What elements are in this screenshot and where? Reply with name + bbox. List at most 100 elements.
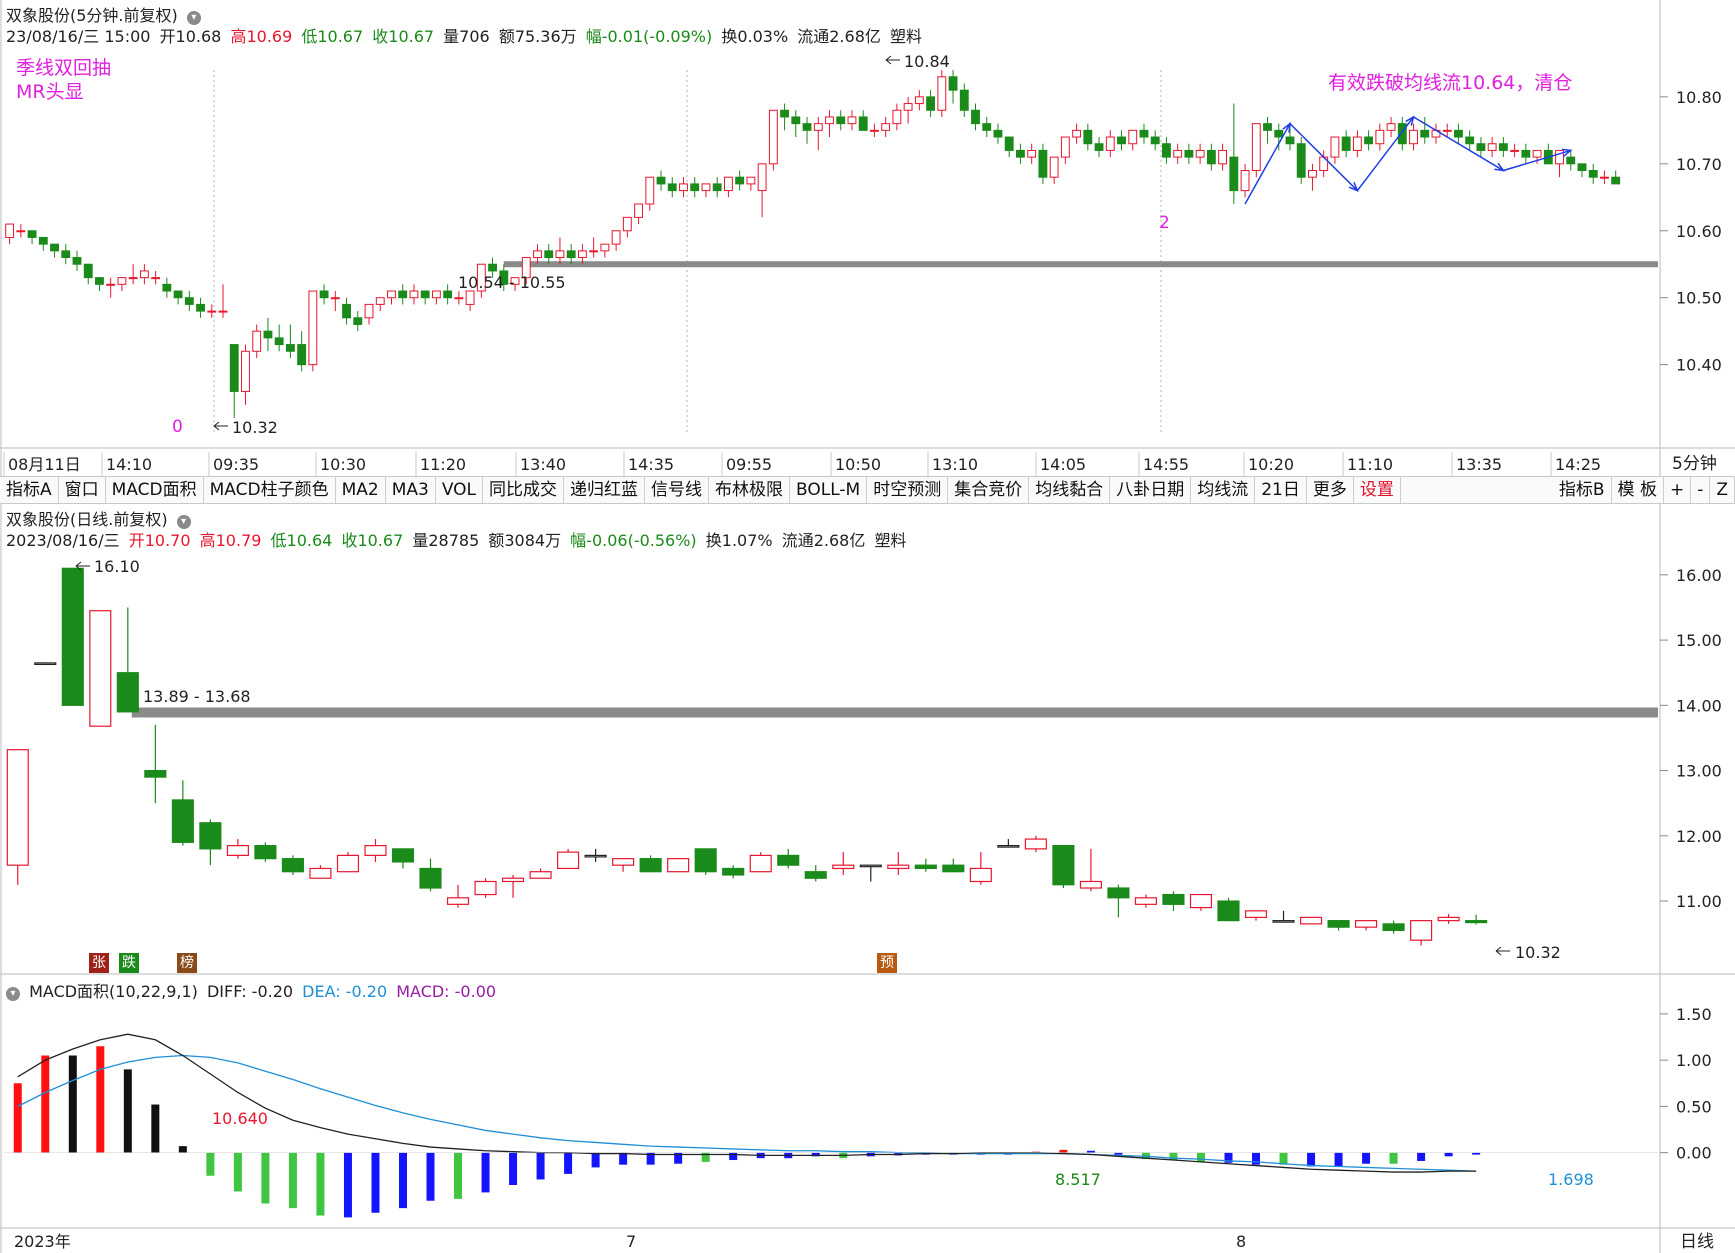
toolbar-button-11[interactable]: BOLL-M (790, 477, 868, 503)
intraday-title-row: 双象股份(5分钟.前复权) ▾ (6, 2, 205, 26)
chevron-down-icon[interactable]: ▾ (6, 987, 20, 1001)
indicator-b-button[interactable]: 指标B (1553, 477, 1612, 503)
macd-bar (371, 1152, 380, 1213)
candle-body (1274, 129, 1284, 138)
toolbar-button-2[interactable]: MACD面积 (106, 477, 204, 503)
candle-body (948, 76, 958, 91)
info-turnover: 换0.03% (721, 27, 789, 46)
z-button[interactable]: Z (1710, 477, 1735, 503)
daily-candle-body (969, 867, 992, 883)
indicator-toolbar: 指标A 窗口 MACD面积 MACD柱子颜色 MA2 MA3 VOL 同比成交 … (0, 476, 1735, 504)
daily-period: 日线 (1680, 1232, 1714, 1252)
candle-body (375, 297, 385, 305)
time-label: 10:20 (1248, 455, 1294, 474)
toolbar-button-12[interactable]: 时空预测 (867, 477, 949, 503)
toolbar-button-6[interactable]: VOL (436, 477, 484, 503)
info-close: 收10.67 (372, 27, 435, 46)
macd-bar (1252, 1152, 1261, 1165)
daily-info-amount: 额3084万 (488, 531, 562, 550)
tag-bang[interactable]: 榜 (177, 953, 197, 973)
daily-candle-body (474, 880, 497, 896)
candle-body (95, 277, 104, 285)
macd-y-tick: 1.50 (1676, 1005, 1712, 1024)
candle-body (353, 317, 363, 325)
template-button[interactable]: 模 板 (1612, 477, 1664, 503)
candle-body (533, 250, 542, 259)
toolbar-button-0[interactable]: 指标A (0, 477, 59, 503)
candle-body (1420, 129, 1430, 138)
candle-body (971, 109, 980, 125)
toolbar-button-13[interactable]: 集合竞价 (948, 477, 1030, 503)
macd-bar (536, 1152, 545, 1180)
settings-button[interactable]: 设置 (1354, 477, 1401, 503)
macd-bar (674, 1152, 683, 1164)
daily-candle-body (364, 845, 387, 856)
zigzag-arrowhead (1405, 115, 1415, 126)
candle-body (611, 230, 621, 245)
candle-body (285, 344, 295, 352)
daily-candle-body (254, 845, 277, 860)
candle-body (1577, 163, 1587, 172)
candle-body (1229, 156, 1239, 192)
time-label: 11:10 (1347, 455, 1393, 474)
daily-y-tick: 14.00 (1676, 696, 1722, 715)
toolbar-button-16[interactable]: 均线流 (1191, 477, 1256, 503)
toolbar-button-17[interactable]: 21日 (1255, 477, 1307, 503)
candle-body (420, 290, 430, 299)
toolbar-button-7[interactable]: 同比成交 (483, 477, 565, 503)
candle-body (229, 344, 239, 392)
zoom-in-button[interactable]: + (1664, 477, 1692, 503)
toolbar-button-9[interactable]: 信号线 (645, 477, 710, 503)
zoom-out-button[interactable]: - (1691, 477, 1711, 503)
macd-bar (454, 1152, 463, 1199)
candle-body (139, 270, 149, 279)
tag-die[interactable]: 跌 (119, 953, 139, 973)
candle-body (600, 243, 610, 252)
toolbar-button-3[interactable]: MACD柱子颜色 (204, 477, 336, 503)
zigzag-line (1244, 115, 1571, 205)
chevron-down-icon[interactable]: ▾ (186, 11, 201, 25)
zigzag-arrowhead (1494, 162, 1506, 172)
daily-candle-body (1107, 887, 1130, 899)
candle-body (555, 250, 565, 259)
candle-body (252, 330, 262, 352)
candle-body (330, 297, 340, 300)
toolbar-button-14[interactable]: 均线黏合 (1029, 477, 1111, 503)
candle-body (1173, 149, 1183, 158)
chevron-down-icon[interactable]: ▾ (176, 515, 191, 529)
toolbar-button-5[interactable]: MA3 (386, 477, 436, 503)
candle-body (319, 290, 329, 299)
daily-info-volume: 量28785 (412, 531, 480, 550)
zigzag-arrowhead (1348, 181, 1359, 192)
toolbar-button-18[interactable]: 更多 (1307, 477, 1354, 503)
label-daily-band: 13.89 - 13.68 (143, 687, 251, 706)
arrow-low-icon (213, 421, 228, 431)
macd-bar (1086, 1150, 1095, 1153)
note-right: 有效跌破均线流10.64，清仓 (1328, 72, 1572, 94)
candle-body (128, 277, 138, 280)
tag-yu[interactable]: 预 (877, 953, 897, 973)
candle-body (465, 290, 475, 305)
arrow-high-icon (885, 55, 900, 65)
macd-bar (68, 1055, 77, 1153)
candle-body (802, 123, 812, 131)
daily-candle-body (6, 749, 29, 866)
candle-body (937, 76, 947, 111)
toolbar-button-4[interactable]: MA2 (336, 477, 386, 503)
candle-body (656, 176, 666, 185)
zigzag-arrowhead (1282, 121, 1291, 133)
candle-body (1027, 149, 1037, 158)
tag-zhang[interactable]: 张 (89, 953, 109, 973)
daily-candle-body (1410, 920, 1433, 941)
candle-body (1510, 149, 1520, 152)
toolbar-button-15[interactable]: 八卦日期 (1110, 477, 1192, 503)
toolbar-button-10[interactable]: 布林极限 (709, 477, 791, 503)
toolbar-button-1[interactable]: 窗口 (59, 477, 106, 503)
candle-body (701, 183, 711, 192)
label-intraday-high: 10.84 (904, 52, 950, 71)
daily-candle-body (309, 867, 332, 879)
toolbar-button-8[interactable]: 递归红蓝 (564, 477, 646, 503)
candle-body (5, 223, 15, 238)
daily-info-sector: 塑料 (874, 531, 907, 550)
